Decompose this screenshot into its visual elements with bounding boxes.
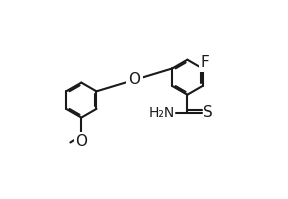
Text: O: O bbox=[75, 134, 87, 148]
Text: F: F bbox=[200, 55, 209, 70]
Text: H₂N: H₂N bbox=[148, 106, 175, 120]
Text: O: O bbox=[128, 72, 140, 87]
Text: S: S bbox=[203, 105, 213, 120]
